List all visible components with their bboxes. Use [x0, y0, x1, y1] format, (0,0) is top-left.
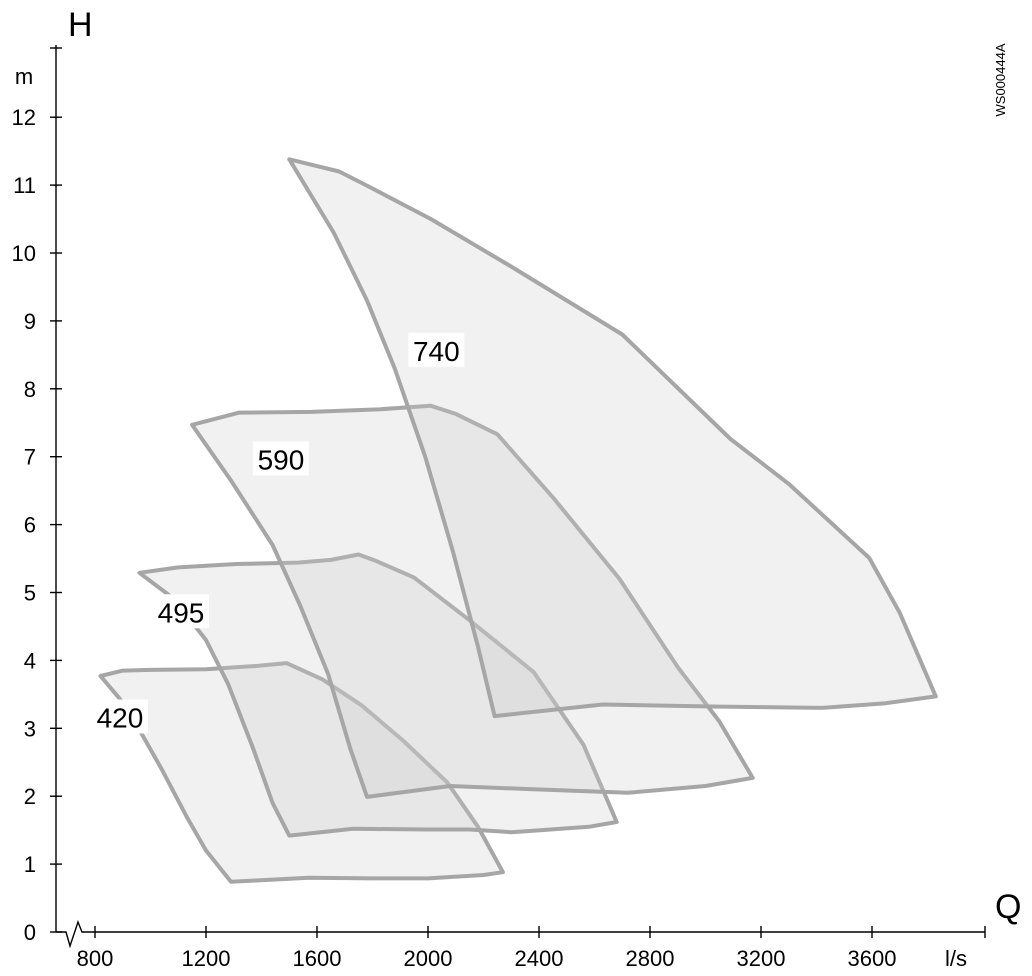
figure-code: WS000444A — [993, 43, 1008, 116]
y-tick-label-8: 8 — [24, 377, 36, 402]
region-label-bg-495 — [153, 594, 210, 629]
axes — [55, 45, 986, 949]
performance-regions — [98, 157, 938, 884]
y-tick-label-0: 0 — [24, 920, 36, 945]
x-axis-unit: l/s — [945, 946, 967, 971]
y-tick-label-9: 9 — [24, 309, 36, 334]
y-tick-label-12: 12 — [12, 105, 36, 130]
region-label-740: 740 — [413, 336, 460, 367]
region-label-bg-420 — [91, 699, 148, 734]
y-tick-label-3: 3 — [24, 716, 36, 741]
y-tick-label-4: 4 — [24, 648, 36, 673]
x-tick-label-800: 800 — [77, 946, 114, 971]
region-labels: 420 495 590 740 — [91, 332, 465, 734]
x-tick-label-3600: 3600 — [848, 946, 897, 971]
y-tick-label-10: 10 — [12, 241, 36, 266]
region-420 — [98, 661, 505, 884]
region-label-590: 590 — [258, 444, 305, 475]
y-tick-label-1: 1 — [24, 852, 36, 877]
x-tick-label-3200: 3200 — [737, 946, 786, 971]
region-label-bg-590 — [252, 441, 309, 476]
region-label-420: 420 — [97, 703, 144, 734]
x-tick-label-2400: 2400 — [515, 946, 564, 971]
x-tick-label-1600: 1600 — [293, 946, 342, 971]
y-axis-unit: m — [15, 64, 33, 89]
region-590 — [190, 403, 755, 799]
x-tick-label-2000: 2000 — [404, 946, 453, 971]
region-label-bg-740 — [408, 332, 465, 367]
y-tick-label-6: 6 — [24, 513, 36, 538]
x-ticks: 800 1200 1600 2000 2400 2800 3200 3600 — [77, 926, 897, 971]
y-tick-label-2: 2 — [24, 784, 36, 809]
y-tick-label-11: 11 — [13, 173, 36, 198]
x-axis-break — [56, 919, 95, 949]
x-tick-label-2800: 2800 — [626, 946, 675, 971]
x-tick-label-1200: 1200 — [182, 946, 231, 971]
y-tick-label-5: 5 — [24, 581, 36, 606]
y-tick-label-7: 7 — [24, 445, 36, 470]
region-740 — [287, 157, 938, 719]
y-axis-title: H — [68, 6, 93, 44]
region-label-495: 495 — [158, 597, 205, 628]
region-495 — [137, 552, 619, 838]
x-axis-title: Q — [995, 888, 1021, 926]
